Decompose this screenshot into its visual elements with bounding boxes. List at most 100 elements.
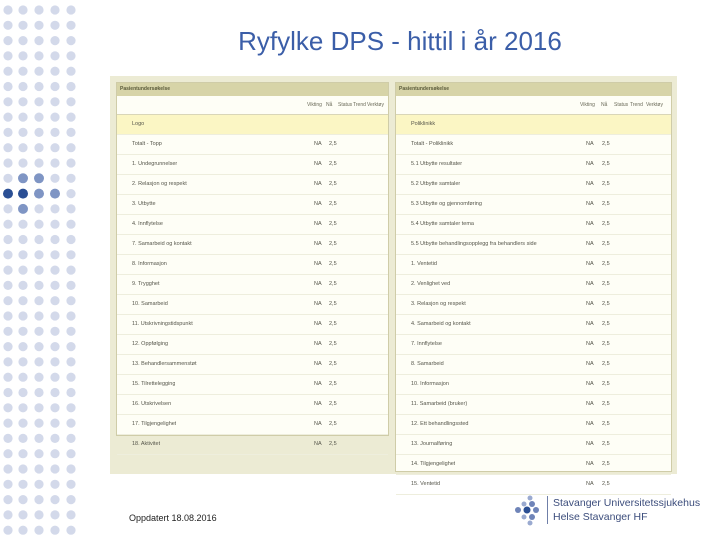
row-score: 2,5 [329, 341, 337, 347]
decorative-dot [34, 372, 44, 382]
decorative-dot [3, 112, 13, 122]
decorative-dot [34, 510, 44, 520]
row-label: 5.4 Utbytte samtaler tema [411, 221, 474, 227]
decorative-dot [66, 219, 76, 229]
column-header: Nå [326, 102, 333, 108]
row-score: 2,5 [602, 341, 610, 347]
table-row: 15. Ventetid NA 2,5 [396, 475, 671, 495]
decorative-dot-grid [3, 5, 76, 535]
decorative-dot [18, 418, 28, 428]
decorative-dot [34, 357, 44, 367]
decorative-dot [3, 357, 13, 367]
decorative-dot [18, 158, 28, 168]
row-score: 2,5 [329, 321, 337, 327]
row-score: 2,5 [329, 421, 337, 427]
decorative-dot [34, 403, 44, 413]
decorative-dot [66, 479, 76, 489]
row-label: 1. Undegrunnelser [132, 161, 178, 167]
row-value: NA [314, 221, 322, 227]
table-row: 5.1 Utbytte resultater NA 2,5 [396, 155, 671, 175]
decorative-dot [18, 326, 28, 336]
row-label: 2. Relasjon og respekt [132, 181, 187, 187]
row-score: 2,5 [329, 241, 337, 247]
decorative-dot [34, 479, 44, 489]
decorative-dot [66, 112, 76, 122]
row-score: 2,5 [602, 241, 610, 247]
row-value: NA [586, 321, 594, 327]
decorative-dot [3, 5, 13, 15]
decorative-dot [3, 387, 13, 398]
decorative-dot [18, 66, 28, 76]
row-label: 5.1 Utbytte resultater [411, 161, 463, 167]
decorative-dot [34, 326, 44, 336]
decorative-dot [50, 127, 60, 137]
row-score: 2,5 [602, 321, 610, 327]
row-label: 14. Tilgjengelighet [411, 461, 456, 467]
row-label: 13. Journalføring [411, 441, 453, 447]
column-headers: Vikting Nå Status Trend Verktøy [117, 96, 388, 115]
decorative-dot [50, 326, 60, 336]
table-row: 11. Utskrivningstidspunkt NA 2,5 [117, 315, 388, 335]
decorative-dot [3, 20, 13, 30]
decorative-dot [34, 81, 44, 92]
decorative-dot [66, 280, 76, 290]
decorative-dot [50, 464, 60, 474]
column-header: Verktøy [367, 102, 384, 108]
decorative-dot [66, 495, 76, 505]
decorative-dot [3, 403, 13, 413]
row-label: 5.2 Utbytte samtaler [411, 181, 461, 187]
row-score: 2,5 [602, 261, 610, 267]
table-row: 8. Informasjon NA 2,5 [117, 255, 388, 275]
decorative-dot [34, 127, 44, 137]
row-score: 2,5 [602, 441, 610, 447]
decorative-dot [50, 250, 60, 260]
panel-header: Pasientundersøkelse [396, 83, 671, 96]
decorative-dot [50, 265, 60, 275]
row-value: NA [314, 361, 322, 367]
decorative-dot [50, 97, 60, 107]
table-row: 4. Samarbeid og kontakt NA 2,5 [396, 315, 671, 335]
row-label: 9. Trygghet [132, 281, 160, 287]
decorative-dot [50, 342, 60, 352]
decorative-dot [34, 158, 44, 168]
row-value: NA [586, 441, 594, 447]
right-report-panel: Pasientundersøkelse Vikting Nå Status Tr… [395, 82, 672, 495]
row-value: NA [586, 381, 594, 387]
decorative-dot [50, 51, 60, 61]
decorative-dot [3, 296, 13, 306]
table-row: 9. Trygghet NA 2,5 [117, 275, 388, 295]
decorative-dot [34, 112, 44, 122]
decorative-dot [66, 97, 76, 107]
decorative-dot [50, 403, 60, 413]
column-header: Nå [601, 102, 608, 108]
row-score: 2,5 [329, 261, 337, 267]
decorative-dot [18, 403, 28, 413]
row-score: 2,5 [329, 281, 337, 287]
decorative-dot [66, 36, 76, 46]
decorative-dot [66, 403, 76, 413]
decorative-dot [66, 127, 76, 137]
decorative-dot [18, 143, 28, 153]
decorative-dot [18, 250, 28, 260]
decorative-dot [66, 418, 76, 428]
row-value: NA [586, 201, 594, 207]
column-header: Vikting [580, 102, 595, 108]
table-row: 11. Samarbeid (bruker) NA 2,5 [396, 395, 671, 415]
decorative-dot [66, 234, 76, 245]
row-value: NA [314, 381, 322, 387]
decorative-dot [3, 158, 13, 168]
table-row: 7. Innflytelse NA 2,5 [396, 335, 671, 355]
row-label: 10. Informasjon [411, 381, 449, 387]
decorative-dot [34, 5, 44, 15]
decorative-dot [50, 525, 60, 535]
table-row: Logo [117, 115, 388, 135]
decorative-dot [50, 357, 60, 367]
table-row: 5.3 Utbytte og gjennomføring NA 2,5 [396, 195, 671, 215]
column-header: Trend [630, 102, 643, 108]
table-row: 10. Samarbeid NA 2,5 [117, 295, 388, 315]
table-row: Totalt - Topp NA 2,5 [117, 135, 388, 155]
hospital-logo: Stavanger Universitetssjukehus Helse Sta… [510, 492, 710, 528]
decorative-dot [3, 311, 13, 321]
decorative-dot [3, 525, 13, 535]
logo-divider [547, 496, 548, 524]
